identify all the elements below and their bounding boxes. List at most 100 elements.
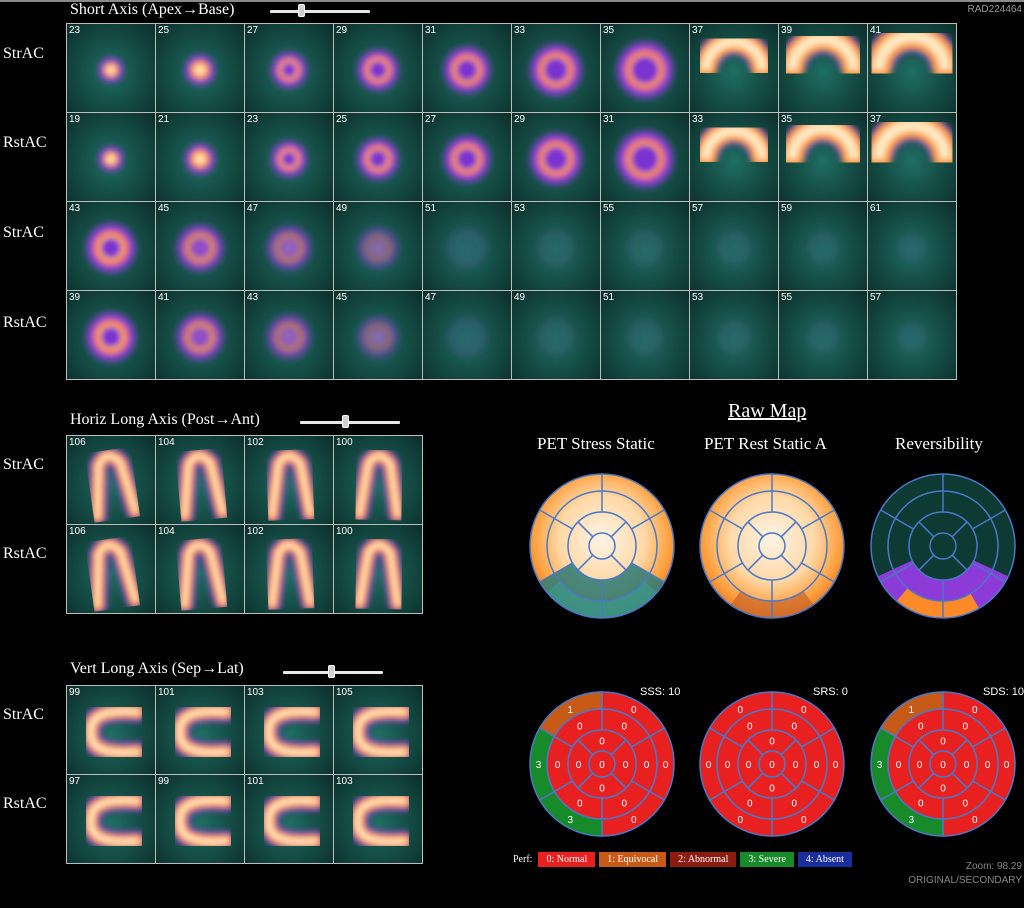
slice-number: 25 xyxy=(336,114,348,125)
slice-thumbnail[interactable]: 103 xyxy=(245,686,333,774)
slice-number: 102 xyxy=(247,437,264,448)
slice-thumbnail[interactable]: 45 xyxy=(156,202,244,290)
slice-thumbnail[interactable]: 106 xyxy=(67,525,155,613)
slice-number: 39 xyxy=(781,25,793,36)
slice-thumbnail[interactable]: 51 xyxy=(423,202,511,290)
slice-thumbnail[interactable]: 45 xyxy=(334,291,422,379)
slice-thumbnail[interactable]: 101 xyxy=(245,775,333,863)
segment-score: 0 xyxy=(599,737,605,748)
slice-thumbnail[interactable]: 102 xyxy=(245,436,333,524)
slice-thumbnail[interactable]: 101 xyxy=(156,686,244,774)
slice-thumbnail[interactable]: 33 xyxy=(512,24,600,112)
slice-thumbnail[interactable]: 19 xyxy=(67,113,155,201)
slice-thumbnail[interactable]: 43 xyxy=(245,291,333,379)
segment-score: 0 xyxy=(747,799,753,810)
segment-score: 3 xyxy=(877,760,883,771)
slice-thumbnail[interactable]: 57 xyxy=(690,202,778,290)
vert-long-axis-slider[interactable] xyxy=(283,665,383,679)
vert-long-axis-title: Vert Long Axis (Sep→Lat) xyxy=(70,660,244,677)
slice-thumbnail[interactable]: 103 xyxy=(334,775,422,863)
slice-thumbnail[interactable]: 41 xyxy=(156,291,244,379)
slice-thumbnail[interactable]: 43 xyxy=(67,202,155,290)
slice-thumbnail[interactable]: 27 xyxy=(245,24,333,112)
slice-thumbnail[interactable]: 105 xyxy=(334,686,422,774)
legend-absent: 4: Absent xyxy=(797,852,852,867)
slice-thumbnail[interactable]: 61 xyxy=(868,202,956,290)
slice-number: 61 xyxy=(870,203,882,214)
slice-number: 106 xyxy=(69,437,86,448)
raw-map-title: Raw Map xyxy=(728,400,807,422)
segment-score: 0 xyxy=(940,737,946,748)
segment-score: 0 xyxy=(621,799,627,810)
slice-thumbnail[interactable]: 104 xyxy=(156,525,244,613)
segment-score: 0 xyxy=(631,815,637,826)
slice-thumbnail[interactable]: 49 xyxy=(512,291,600,379)
slice-number: 29 xyxy=(514,114,526,125)
short-axis-slider[interactable] xyxy=(270,4,370,18)
slice-thumbnail[interactable]: 23 xyxy=(67,24,155,112)
slice-number: 101 xyxy=(158,687,175,698)
segment-score: 0 xyxy=(663,760,669,771)
slice-number: 49 xyxy=(514,292,526,303)
slice-thumbnail[interactable]: 53 xyxy=(690,291,778,379)
slice-thumbnail[interactable]: 57 xyxy=(868,291,956,379)
slice-thumbnail[interactable]: 104 xyxy=(156,436,244,524)
slice-thumbnail[interactable]: 27 xyxy=(423,113,511,201)
slice-thumbnail[interactable]: 47 xyxy=(245,202,333,290)
segment-score: 0 xyxy=(599,784,605,795)
slice-thumbnail[interactable]: 41 xyxy=(868,24,956,112)
slice-number: 57 xyxy=(870,292,882,303)
slider-thumb[interactable] xyxy=(298,4,305,17)
slice-thumbnail[interactable]: 102 xyxy=(245,525,333,613)
slice-thumbnail[interactable]: 25 xyxy=(156,24,244,112)
segment-score: 0 xyxy=(577,799,583,810)
slice-thumbnail[interactable]: 59 xyxy=(779,202,867,290)
row-label: RstAC xyxy=(3,314,47,331)
slice-thumbnail[interactable]: 29 xyxy=(334,24,422,112)
slice-thumbnail[interactable]: 97 xyxy=(67,775,155,863)
slice-thumbnail[interactable]: 21 xyxy=(156,113,244,201)
slice-thumbnail[interactable]: 31 xyxy=(423,24,511,112)
slice-number: 100 xyxy=(336,437,353,448)
slice-thumbnail[interactable]: 29 xyxy=(512,113,600,201)
slice-thumbnail[interactable]: 33 xyxy=(690,113,778,201)
slice-thumbnail[interactable]: 99 xyxy=(67,686,155,774)
segment-score: 0 xyxy=(706,760,712,771)
slider-thumb[interactable] xyxy=(328,665,335,678)
short-axis-grid: 23 25 27 29 31 33 35 37 39 41 19 21 23 25 27 29 31 33 35 37… xyxy=(66,23,957,380)
stress-polar-map xyxy=(529,473,675,619)
segment-score: 0 xyxy=(972,705,978,716)
slice-thumbnail[interactable]: 106 xyxy=(67,436,155,524)
slice-thumbnail[interactable]: 47 xyxy=(423,291,511,379)
slice-thumbnail[interactable]: 37 xyxy=(690,24,778,112)
slice-thumbnail[interactable]: 31 xyxy=(601,113,689,201)
segment-score: 0 xyxy=(737,815,743,826)
slice-thumbnail[interactable]: 37 xyxy=(868,113,956,201)
slice-thumbnail[interactable]: 100 xyxy=(334,525,422,613)
slice-thumbnail[interactable]: 55 xyxy=(779,291,867,379)
slice-number: 57 xyxy=(692,203,704,214)
legend-severe: 3: Severe xyxy=(740,852,794,867)
slider-thumb[interactable] xyxy=(342,415,349,428)
slice-number: 97 xyxy=(69,776,81,787)
short-axis-title: Short Axis (Apex→Base) xyxy=(70,1,235,18)
slice-thumbnail[interactable]: 51 xyxy=(601,291,689,379)
segment-score: 0 xyxy=(644,760,650,771)
slice-thumbnail[interactable]: 35 xyxy=(601,24,689,112)
slice-thumbnail[interactable]: 100 xyxy=(334,436,422,524)
slice-thumbnail[interactable]: 49 xyxy=(334,202,422,290)
slice-thumbnail[interactable]: 99 xyxy=(156,775,244,863)
horiz-long-axis-slider[interactable] xyxy=(300,415,400,429)
slice-thumbnail[interactable]: 25 xyxy=(334,113,422,201)
slice-thumbnail[interactable]: 39 xyxy=(67,291,155,379)
segment-score: 0 xyxy=(555,760,561,771)
slice-number: 31 xyxy=(603,114,615,125)
slice-thumbnail[interactable]: 35 xyxy=(779,113,867,201)
legend-label: Perf: xyxy=(513,854,533,865)
slice-number: 25 xyxy=(158,25,170,36)
slice-thumbnail[interactable]: 39 xyxy=(779,24,867,112)
perfusion-legend: Perf: 0: Normal 1: Equivocal 2: Abnormal… xyxy=(513,852,852,867)
slice-thumbnail[interactable]: 55 xyxy=(601,202,689,290)
slice-thumbnail[interactable]: 53 xyxy=(512,202,600,290)
slice-thumbnail[interactable]: 23 xyxy=(245,113,333,201)
